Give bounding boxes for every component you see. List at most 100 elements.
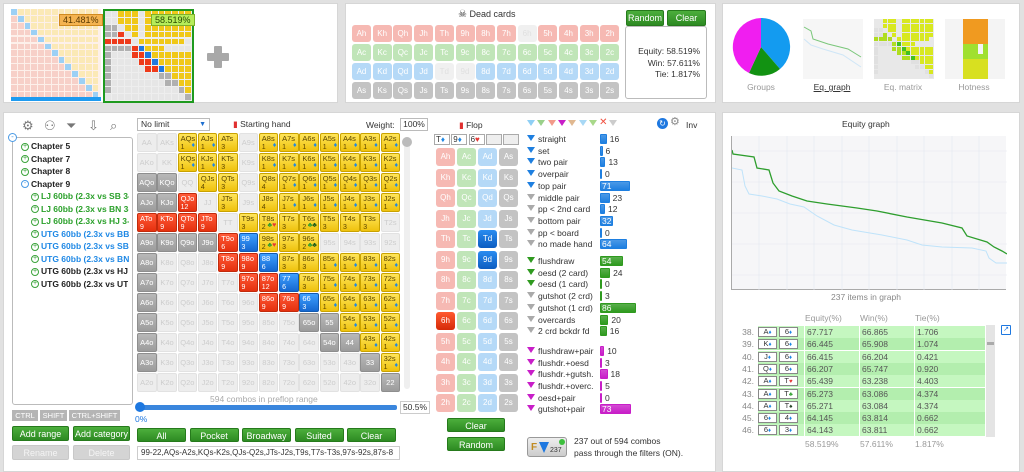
dead-card-9h[interactable]: 9h xyxy=(455,25,475,42)
hand-cell-92s[interactable]: 92s xyxy=(380,233,401,252)
hand-cell-Q9o[interactable]: Q9o xyxy=(177,233,198,252)
table-scrollbar[interactable] xyxy=(986,325,995,437)
dead-card-4h[interactable]: 4h xyxy=(559,25,578,42)
hand-cell-A3s[interactable]: A3s 1 ♦ xyxy=(360,133,380,152)
hand-cell-T8o[interactable]: T8o 9 xyxy=(218,253,238,272)
expand-icon[interactable]: + xyxy=(31,242,39,251)
hand-cell-Q3s[interactable]: Q3s 1 ♦ xyxy=(360,173,380,192)
filter-gutshot-pair[interactable]: gutshot+pair xyxy=(527,404,585,415)
board-slot-5[interactable] xyxy=(503,134,520,145)
hand-cell-T3s[interactable]: T3s 3 xyxy=(360,213,380,232)
hand-cell-A2o[interactable]: A2o xyxy=(137,373,157,392)
hand-cell-QQ[interactable]: QQ xyxy=(177,173,198,192)
hand-cell-44[interactable]: 44 xyxy=(340,333,360,352)
column-header[interactable]: Equity(%) xyxy=(805,313,842,323)
dead-card-6c[interactable]: 6c xyxy=(517,44,537,61)
hand-cell-AJo[interactable]: AJo xyxy=(137,193,157,212)
hand-cell-T9s[interactable]: T9s 3 xyxy=(238,213,258,232)
flop-card-Ac[interactable]: Ac xyxy=(457,148,476,166)
filter-bottom-pair[interactable]: bottom pair xyxy=(527,216,581,227)
hand-cell-T2o[interactable]: T2o xyxy=(218,373,238,392)
hand-cell-95o[interactable]: 95o xyxy=(238,313,258,332)
funnel-icon[interactable] xyxy=(527,268,535,275)
filter-preset-icon[interactable] xyxy=(537,120,546,126)
hand-cell-83o[interactable]: 83o xyxy=(258,353,279,372)
dead-card-Jd[interactable]: Jd xyxy=(414,63,434,80)
hand-cell-65s[interactable]: 65s 1 ♦ xyxy=(319,293,340,312)
hand-cell-43s[interactable]: 43s 1 ♦ xyxy=(360,333,380,352)
dead-card-Jh[interactable]: Jh xyxy=(414,25,434,42)
funnel-icon[interactable] xyxy=(527,240,535,247)
flop-card-3c[interactable]: 3c xyxy=(457,373,476,392)
flop-card-8s[interactable]: 8s xyxy=(499,271,518,289)
hand-cell-66[interactable]: 66 3 xyxy=(299,293,319,312)
rename-button[interactable]: Rename xyxy=(12,445,69,460)
table-row[interactable]: 40. J♦ 6♦ 66.415 66.204 0.421 xyxy=(738,350,988,363)
dead-card-Ts[interactable]: Ts xyxy=(434,82,454,99)
hand-cell-J8o[interactable]: J8o xyxy=(197,253,218,272)
hand-cell-Q7o[interactable]: Q7o xyxy=(177,273,198,292)
funnel-icon[interactable] xyxy=(527,303,535,310)
flop-card-Qh[interactable]: Qh xyxy=(436,189,455,207)
flop-clear-button[interactable]: Clear xyxy=(447,418,505,432)
hand-cell-K9s[interactable]: K9s xyxy=(238,153,258,172)
hand-cell-A6s[interactable]: A6s 1 ♦ xyxy=(299,133,319,152)
clear-filters-icon[interactable]: ✕ xyxy=(599,117,608,128)
dead-card-Kc[interactable]: Kc xyxy=(372,44,392,61)
hand-cell-J4o[interactable]: J4o xyxy=(197,333,218,352)
hand-cell-62s[interactable]: 62s 1 ♦ xyxy=(380,293,401,312)
flop-card-8d[interactable]: 8d xyxy=(478,271,497,289)
flop-card-3s[interactable]: 3s xyxy=(499,373,518,392)
random-dead-button[interactable]: Random xyxy=(626,10,664,26)
dead-card-4d[interactable]: 4d xyxy=(559,63,578,80)
expand-icon[interactable]: + xyxy=(21,167,29,176)
hand-cell-A8s[interactable]: A8s 1 ♦ xyxy=(258,133,279,152)
dead-card-2s[interactable]: 2s xyxy=(600,82,620,99)
hand-cell-J2o[interactable]: J2o xyxy=(197,373,218,392)
hand-cell-64o[interactable]: 64o xyxy=(299,333,319,352)
dead-card-Kd[interactable]: Kd xyxy=(372,63,392,80)
filter-pp-board[interactable]: pp < board xyxy=(527,228,579,239)
flop-card-6s[interactable]: 6s xyxy=(499,312,518,330)
flop-card-Qd[interactable]: Qd xyxy=(478,189,497,207)
hand-cell-A4s[interactable]: A4s 1 ♦ xyxy=(340,133,360,152)
hand-cell-63o[interactable]: 63o xyxy=(299,353,319,372)
funnel-icon[interactable] xyxy=(527,205,535,212)
hand-cell-73s[interactable]: 73s 1 ♦ xyxy=(360,273,380,292)
dead-card-2d[interactable]: 2d xyxy=(600,63,620,80)
dead-card-5s[interactable]: 5s xyxy=(538,82,558,99)
flop-card-Qs[interactable]: Qs xyxy=(499,189,518,207)
flop-card-7s[interactable]: 7s xyxy=(499,291,518,310)
flop-card-5d[interactable]: 5d xyxy=(478,332,497,351)
tree-item[interactable]: + UTG 60bb (2.3x vs HJ xyxy=(21,265,132,278)
hand-cell-K8s[interactable]: K8s 1 ♦ xyxy=(258,153,279,172)
hand-cell-Q2o[interactable]: Q2o xyxy=(177,373,198,392)
key-ctrl[interactable]: CTRL xyxy=(12,410,38,421)
funnel-icon[interactable] xyxy=(527,193,535,200)
table-row[interactable]: 45. 6♦ 4♦ 64.145 63.814 0.662 xyxy=(738,412,988,425)
dead-card-8d[interactable]: 8d xyxy=(476,63,496,80)
filter-gutshot-2-crd-[interactable]: gutshot (2 crd) xyxy=(527,291,593,302)
filter-oesd-1-card-[interactable]: oesd (1 card) xyxy=(527,279,588,290)
clear-dead-button[interactable]: Clear xyxy=(667,10,706,26)
dead-card-Tc[interactable]: Tc xyxy=(434,44,454,61)
flop-card-Qc[interactable]: Qc xyxy=(457,189,476,207)
hand-cell-A2s[interactable]: A2s 1 ♦ xyxy=(380,133,401,152)
hand-cell-AA[interactable]: AA xyxy=(137,133,157,152)
hand-cell-98o[interactable]: 98o 9 xyxy=(238,253,258,272)
flop-card-4d[interactable]: 4d xyxy=(478,353,497,371)
hand-cell-AKo[interactable]: AKo xyxy=(137,153,157,172)
hand-cell-T7o[interactable]: T7o xyxy=(218,273,238,292)
dead-card-7s[interactable]: 7s xyxy=(496,82,516,99)
view-groups[interactable] xyxy=(731,17,791,79)
view-eq-graph[interactable] xyxy=(803,19,863,79)
flop-card-Kd[interactable]: Kd xyxy=(478,168,497,187)
flop-card-7d[interactable]: 7d xyxy=(478,291,497,310)
hand-cell-A7o[interactable]: A7o xyxy=(137,273,157,292)
settings-icon[interactable]: ⚙ xyxy=(670,116,680,128)
funnel-icon[interactable] xyxy=(527,181,535,188)
table-row[interactable]: 39. K♦ 6♦ 66.445 65.908 1.074 xyxy=(738,338,988,351)
hand-cell-Q5o[interactable]: Q5o xyxy=(177,313,198,332)
hand-cell-54s[interactable]: 54s 1 ♦ xyxy=(340,313,360,332)
hand-cell-Q3o[interactable]: Q3o xyxy=(177,353,198,372)
